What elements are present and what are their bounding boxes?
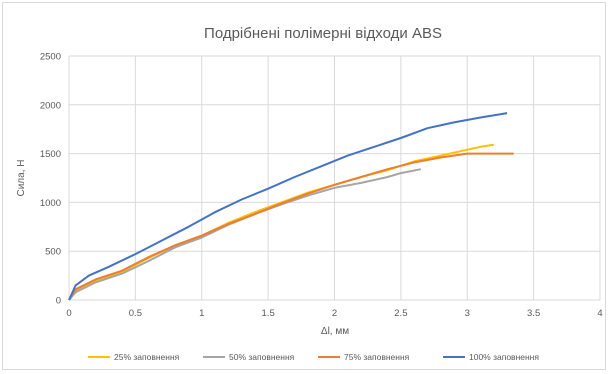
legend-label: 100% заповнення xyxy=(469,352,539,362)
y-tick-label: 0 xyxy=(56,296,61,307)
x-tick-label: 3.5 xyxy=(527,308,540,319)
legend: 25% заповнення 50% заповнення 75% заповнен… xyxy=(88,352,539,362)
x-axis-ticks: 0 0.5 1 1.5 2 2.5 3 3.5 4 xyxy=(66,308,602,319)
x-tick-label: 2.5 xyxy=(394,308,407,319)
y-tick-label: 1000 xyxy=(40,198,61,209)
y-axis-ticks: 0 500 1000 1500 2000 2500 xyxy=(40,52,61,307)
legend-label: 25% заповнення xyxy=(114,352,180,362)
x-tick-label: 3 xyxy=(465,308,470,319)
series-lines xyxy=(68,112,514,301)
legend-label: 50% заповнення xyxy=(229,352,295,362)
y-axis-title: Сила, Н xyxy=(16,160,27,197)
chart-frame xyxy=(2,2,606,370)
x-tick-label: 0.5 xyxy=(129,308,142,319)
series-line-1 xyxy=(68,143,494,301)
y-tick-label: 1500 xyxy=(40,149,61,160)
y-tick-label: 500 xyxy=(45,247,61,258)
x-axis-title: Δl, мм xyxy=(321,326,349,337)
x-tick-label: 1 xyxy=(199,308,204,319)
legend-label: 75% заповнення xyxy=(344,352,410,362)
chart-title: Подрібнені полімерні відходи ABS xyxy=(204,25,442,42)
series-line-3 xyxy=(68,152,514,301)
y-tick-label: 2000 xyxy=(40,100,61,111)
x-tick-label: 0 xyxy=(66,308,71,319)
series-line-2 xyxy=(68,168,421,301)
x-tick-label: 1.5 xyxy=(262,308,275,319)
x-tick-label: 2 xyxy=(332,308,337,319)
series-line-4 xyxy=(68,112,508,301)
x-tick-label: 4 xyxy=(597,308,602,319)
grid xyxy=(68,55,601,301)
y-tick-label: 2500 xyxy=(40,52,61,63)
